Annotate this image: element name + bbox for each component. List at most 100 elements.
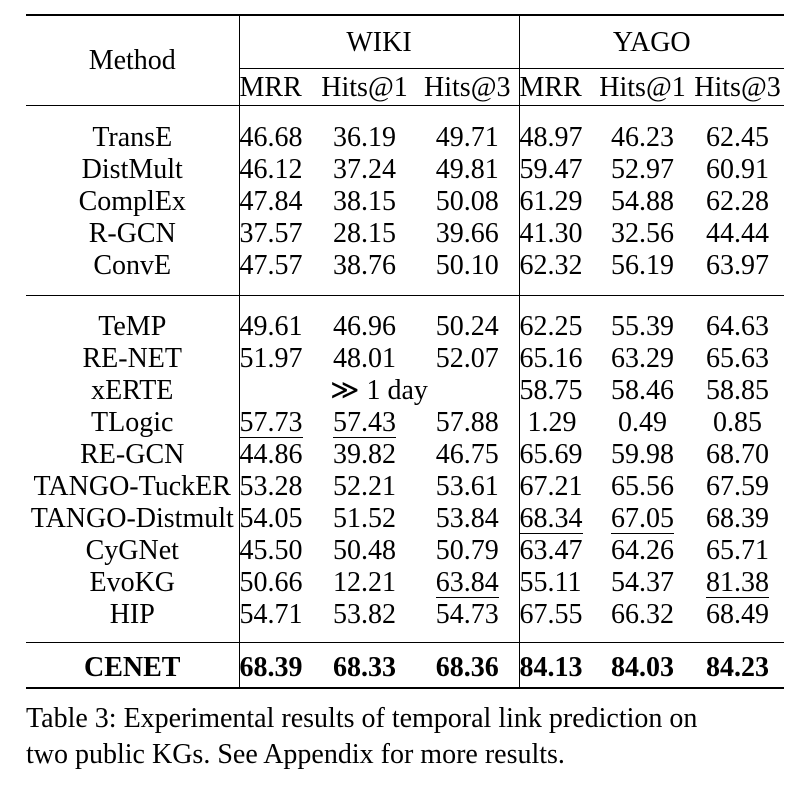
method-cell: EvoKG xyxy=(89,567,176,598)
metric-header: MRR xyxy=(518,68,594,106)
value-cell: 65.71 xyxy=(706,535,769,566)
method-cell: CyGNet xyxy=(85,535,179,566)
metric-header: MRR xyxy=(238,68,313,106)
header-row-metrics: MRR Hits@1 Hits@3 MRR Hits@1 Hits@3 xyxy=(26,68,784,106)
value-cell: 44.44 xyxy=(706,217,769,249)
wiki-span-cell: ≫ 1 day xyxy=(238,374,519,407)
method-cell: xERTE xyxy=(91,375,174,406)
caption-line: two public KGs. See Appendix for more re… xyxy=(26,739,565,770)
table-row: xERTE ≫ 1 day 58.75 58.46 58.85 xyxy=(26,374,784,407)
metric-header: Hits@1 xyxy=(313,68,416,106)
table-row: RE-NET 51.97 48.01 52.07 65.16 63.29 65.… xyxy=(26,342,784,375)
value-cell: 48.01 xyxy=(333,343,396,374)
value-cell: 49.81 xyxy=(435,153,499,185)
results-table: Method WIKI YAGO MRR Hits@1 Hits@3 MRR H… xyxy=(26,14,784,689)
value-cell: 67.59 xyxy=(706,471,769,502)
method-cell: HIP xyxy=(109,599,155,630)
value-cell: 67.55 xyxy=(518,598,594,631)
value-cell: 52.21 xyxy=(333,471,396,502)
value-cell: 59.47 xyxy=(518,153,594,185)
table-row: R-GCN 37.57 28.15 39.66 41.30 32.56 44.4… xyxy=(26,217,784,249)
value-cell: 54.71 xyxy=(238,598,313,631)
value-cell: 62.28 xyxy=(706,185,769,217)
table-row: HIP 54.71 53.82 54.73 67.55 66.32 68.49 xyxy=(26,598,784,631)
value-cell-underlined: 67.05 xyxy=(611,503,674,534)
method-cell: ComplEx xyxy=(78,185,186,217)
group-header-wiki: WIKI xyxy=(238,14,519,69)
value-cell: 1.29 xyxy=(518,406,594,439)
value-cell: 56.19 xyxy=(611,249,674,281)
value-cell: 63.97 xyxy=(706,249,769,281)
caption-line: Table 3: Experimental results of tempora… xyxy=(26,703,698,734)
value-cell: 38.76 xyxy=(333,249,396,281)
value-cell: 51.52 xyxy=(333,503,396,534)
method-cell: R-GCN xyxy=(88,217,176,249)
value-cell: 53.28 xyxy=(238,470,313,503)
value-cell: 46.68 xyxy=(238,121,313,153)
value-cell: 37.57 xyxy=(238,217,313,249)
value-cell: 53.82 xyxy=(333,599,396,630)
value-cell: 39.82 xyxy=(333,439,396,470)
table-row: EvoKG 50.66 12.21 63.84 55.11 54.37 81.3… xyxy=(26,566,784,599)
value-cell: 65.56 xyxy=(611,471,674,502)
value-cell: 47.84 xyxy=(238,185,313,217)
value-cell: 55.11 xyxy=(518,566,594,599)
value-cell: 50.10 xyxy=(435,249,499,281)
method-cell: TeMP xyxy=(98,311,167,342)
value-cell: 68.49 xyxy=(706,599,769,630)
value-cell: 28.15 xyxy=(333,217,396,249)
metric-header: Hits@3 xyxy=(691,68,784,106)
value-cell: 62.32 xyxy=(518,249,594,281)
value-cell: 37.24 xyxy=(333,153,396,185)
value-cell: 57.88 xyxy=(435,407,499,438)
value-cell: 41.30 xyxy=(518,217,594,249)
value-cell: 59.98 xyxy=(611,439,674,470)
value-cell: 54.05 xyxy=(238,502,313,535)
method-cell: RE-GCN xyxy=(80,439,185,470)
value-cell: 55.39 xyxy=(611,311,674,342)
table-row: TLogic 57.73 57.43 57.88 1.29 0.49 0.85 xyxy=(26,406,784,439)
value-cell: 53.61 xyxy=(435,471,499,502)
value-cell: 68.39 xyxy=(238,647,313,689)
method-cell: RE-NET xyxy=(82,343,183,374)
value-cell: 50.08 xyxy=(435,185,499,217)
value-cell: 68.36 xyxy=(416,647,519,689)
method-cell: ConvE xyxy=(93,249,172,281)
table-row: ConvE 47.57 38.76 50.10 62.32 56.19 63.9… xyxy=(26,249,784,281)
value-cell: 32.56 xyxy=(611,217,674,249)
value-cell: 49.71 xyxy=(435,121,499,153)
value-cell: 68.33 xyxy=(313,647,416,689)
value-cell: 50.79 xyxy=(435,535,499,566)
value-cell: 53.84 xyxy=(435,503,499,534)
value-cell: 64.26 xyxy=(611,535,674,566)
value-cell: 63.29 xyxy=(611,343,674,374)
table-row-ours: CENET 68.39 68.33 68.36 84.13 84.03 84.2… xyxy=(26,647,784,689)
value-cell-underlined: 68.34 xyxy=(519,503,583,534)
value-cell: 38.15 xyxy=(333,185,396,217)
table-caption: Table 3: Experimental results of tempora… xyxy=(26,701,806,773)
value-cell: 50.66 xyxy=(238,566,313,599)
value-cell: 48.97 xyxy=(518,121,594,153)
value-cell: 68.39 xyxy=(706,503,769,534)
table-row: TANGO-Distmult 54.05 51.52 53.84 68.34 6… xyxy=(26,502,784,535)
value-cell: 58.46 xyxy=(611,375,674,406)
value-cell: 58.85 xyxy=(706,375,769,406)
method-cell: TransE xyxy=(92,121,173,153)
value-cell: 58.75 xyxy=(518,374,594,407)
value-cell: 46.96 xyxy=(333,311,396,342)
value-cell: 54.73 xyxy=(435,599,499,630)
value-cell: 84.23 xyxy=(691,647,784,689)
value-cell: 46.12 xyxy=(238,153,313,185)
value-cell: 54.88 xyxy=(611,185,674,217)
value-cell-underlined: 63.84 xyxy=(435,567,499,598)
value-cell-underlined: 57.43 xyxy=(333,407,396,438)
value-cell: 63.47 xyxy=(518,534,594,567)
method-cell: TLogic xyxy=(91,407,174,438)
value-cell: 62.45 xyxy=(706,121,769,153)
value-cell: 0.85 xyxy=(713,407,762,438)
method-cell: CENET xyxy=(26,647,239,689)
value-cell: 65.16 xyxy=(518,342,594,375)
method-cell: TANGO-Distmult xyxy=(30,503,234,534)
value-cell: 45.50 xyxy=(238,534,313,567)
value-cell: 36.19 xyxy=(333,121,396,153)
